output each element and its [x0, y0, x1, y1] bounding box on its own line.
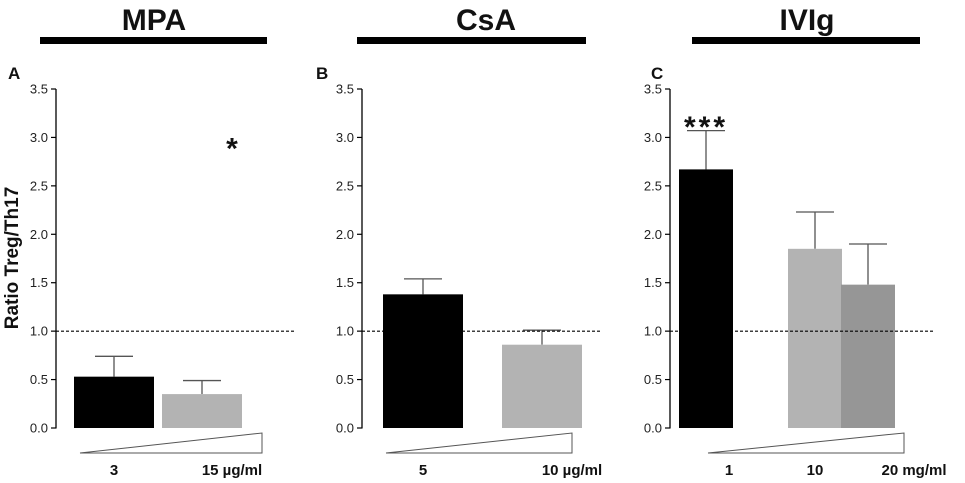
y-tick-label: 2.0: [30, 227, 48, 242]
significance-marker: ***: [684, 111, 728, 144]
y-tick-label: 1.0: [336, 324, 354, 339]
y-tick-label: 2.5: [336, 178, 354, 193]
x-category-label: 3: [110, 462, 118, 479]
x-category-label: 15 µg/ml: [202, 462, 262, 479]
y-tick-label: 2.0: [336, 227, 354, 242]
y-tick-label: 0.5: [336, 372, 354, 387]
y-tick-label: 3.0: [30, 130, 48, 145]
panel-title: CsA: [456, 4, 516, 37]
bar: [841, 284, 895, 428]
title-rule: [40, 37, 267, 44]
dose-triangle: [707, 432, 905, 454]
bar: [679, 169, 733, 429]
y-axis-label: Ratio Treg/Th17: [2, 187, 23, 330]
y-tick-label: 1.0: [30, 324, 48, 339]
bar: [788, 248, 842, 428]
y-tick-label: 3.5: [336, 82, 354, 97]
x-category-label: 10 µg/ml: [542, 462, 602, 479]
panel-letter: A: [8, 64, 20, 83]
y-tick-label: 2.5: [644, 178, 662, 193]
y-tick-label: 0.0: [336, 421, 354, 436]
y-tick-label: 0.0: [30, 421, 48, 436]
panel-title: IVIg: [779, 4, 834, 37]
bar: [162, 394, 242, 428]
y-tick-label: 1.5: [336, 275, 354, 290]
bar: [502, 344, 582, 428]
significance-marker: *: [226, 132, 238, 165]
title-rule: [692, 37, 920, 44]
y-tick-label: 1.5: [30, 275, 48, 290]
dose-triangle: [79, 432, 263, 454]
y-tick-label: 3.0: [644, 130, 662, 145]
panel-title: MPA: [122, 4, 186, 37]
y-tick-label: 2.5: [30, 178, 48, 193]
panel-letter: B: [316, 64, 328, 83]
x-category-label: 10: [807, 462, 824, 479]
y-tick-label: 3.5: [30, 82, 48, 97]
title-rule: [357, 37, 586, 44]
x-category-label: 20 mg/ml: [881, 462, 946, 479]
y-tick-label: 1.0: [644, 324, 662, 339]
x-category-label: 1: [725, 462, 733, 479]
x-category-label: 5: [419, 462, 427, 479]
y-tick-label: 1.5: [644, 275, 662, 290]
bar: [383, 294, 463, 428]
dose-triangle: [385, 432, 573, 454]
y-tick-label: 0.5: [30, 372, 48, 387]
panel-letter: C: [651, 64, 663, 83]
y-tick-label: 3.0: [336, 130, 354, 145]
y-tick-label: 2.0: [644, 227, 662, 242]
y-tick-label: 0.5: [644, 372, 662, 387]
bar: [74, 376, 154, 428]
y-tick-label: 3.5: [644, 82, 662, 97]
y-tick-label: 0.0: [644, 421, 662, 436]
